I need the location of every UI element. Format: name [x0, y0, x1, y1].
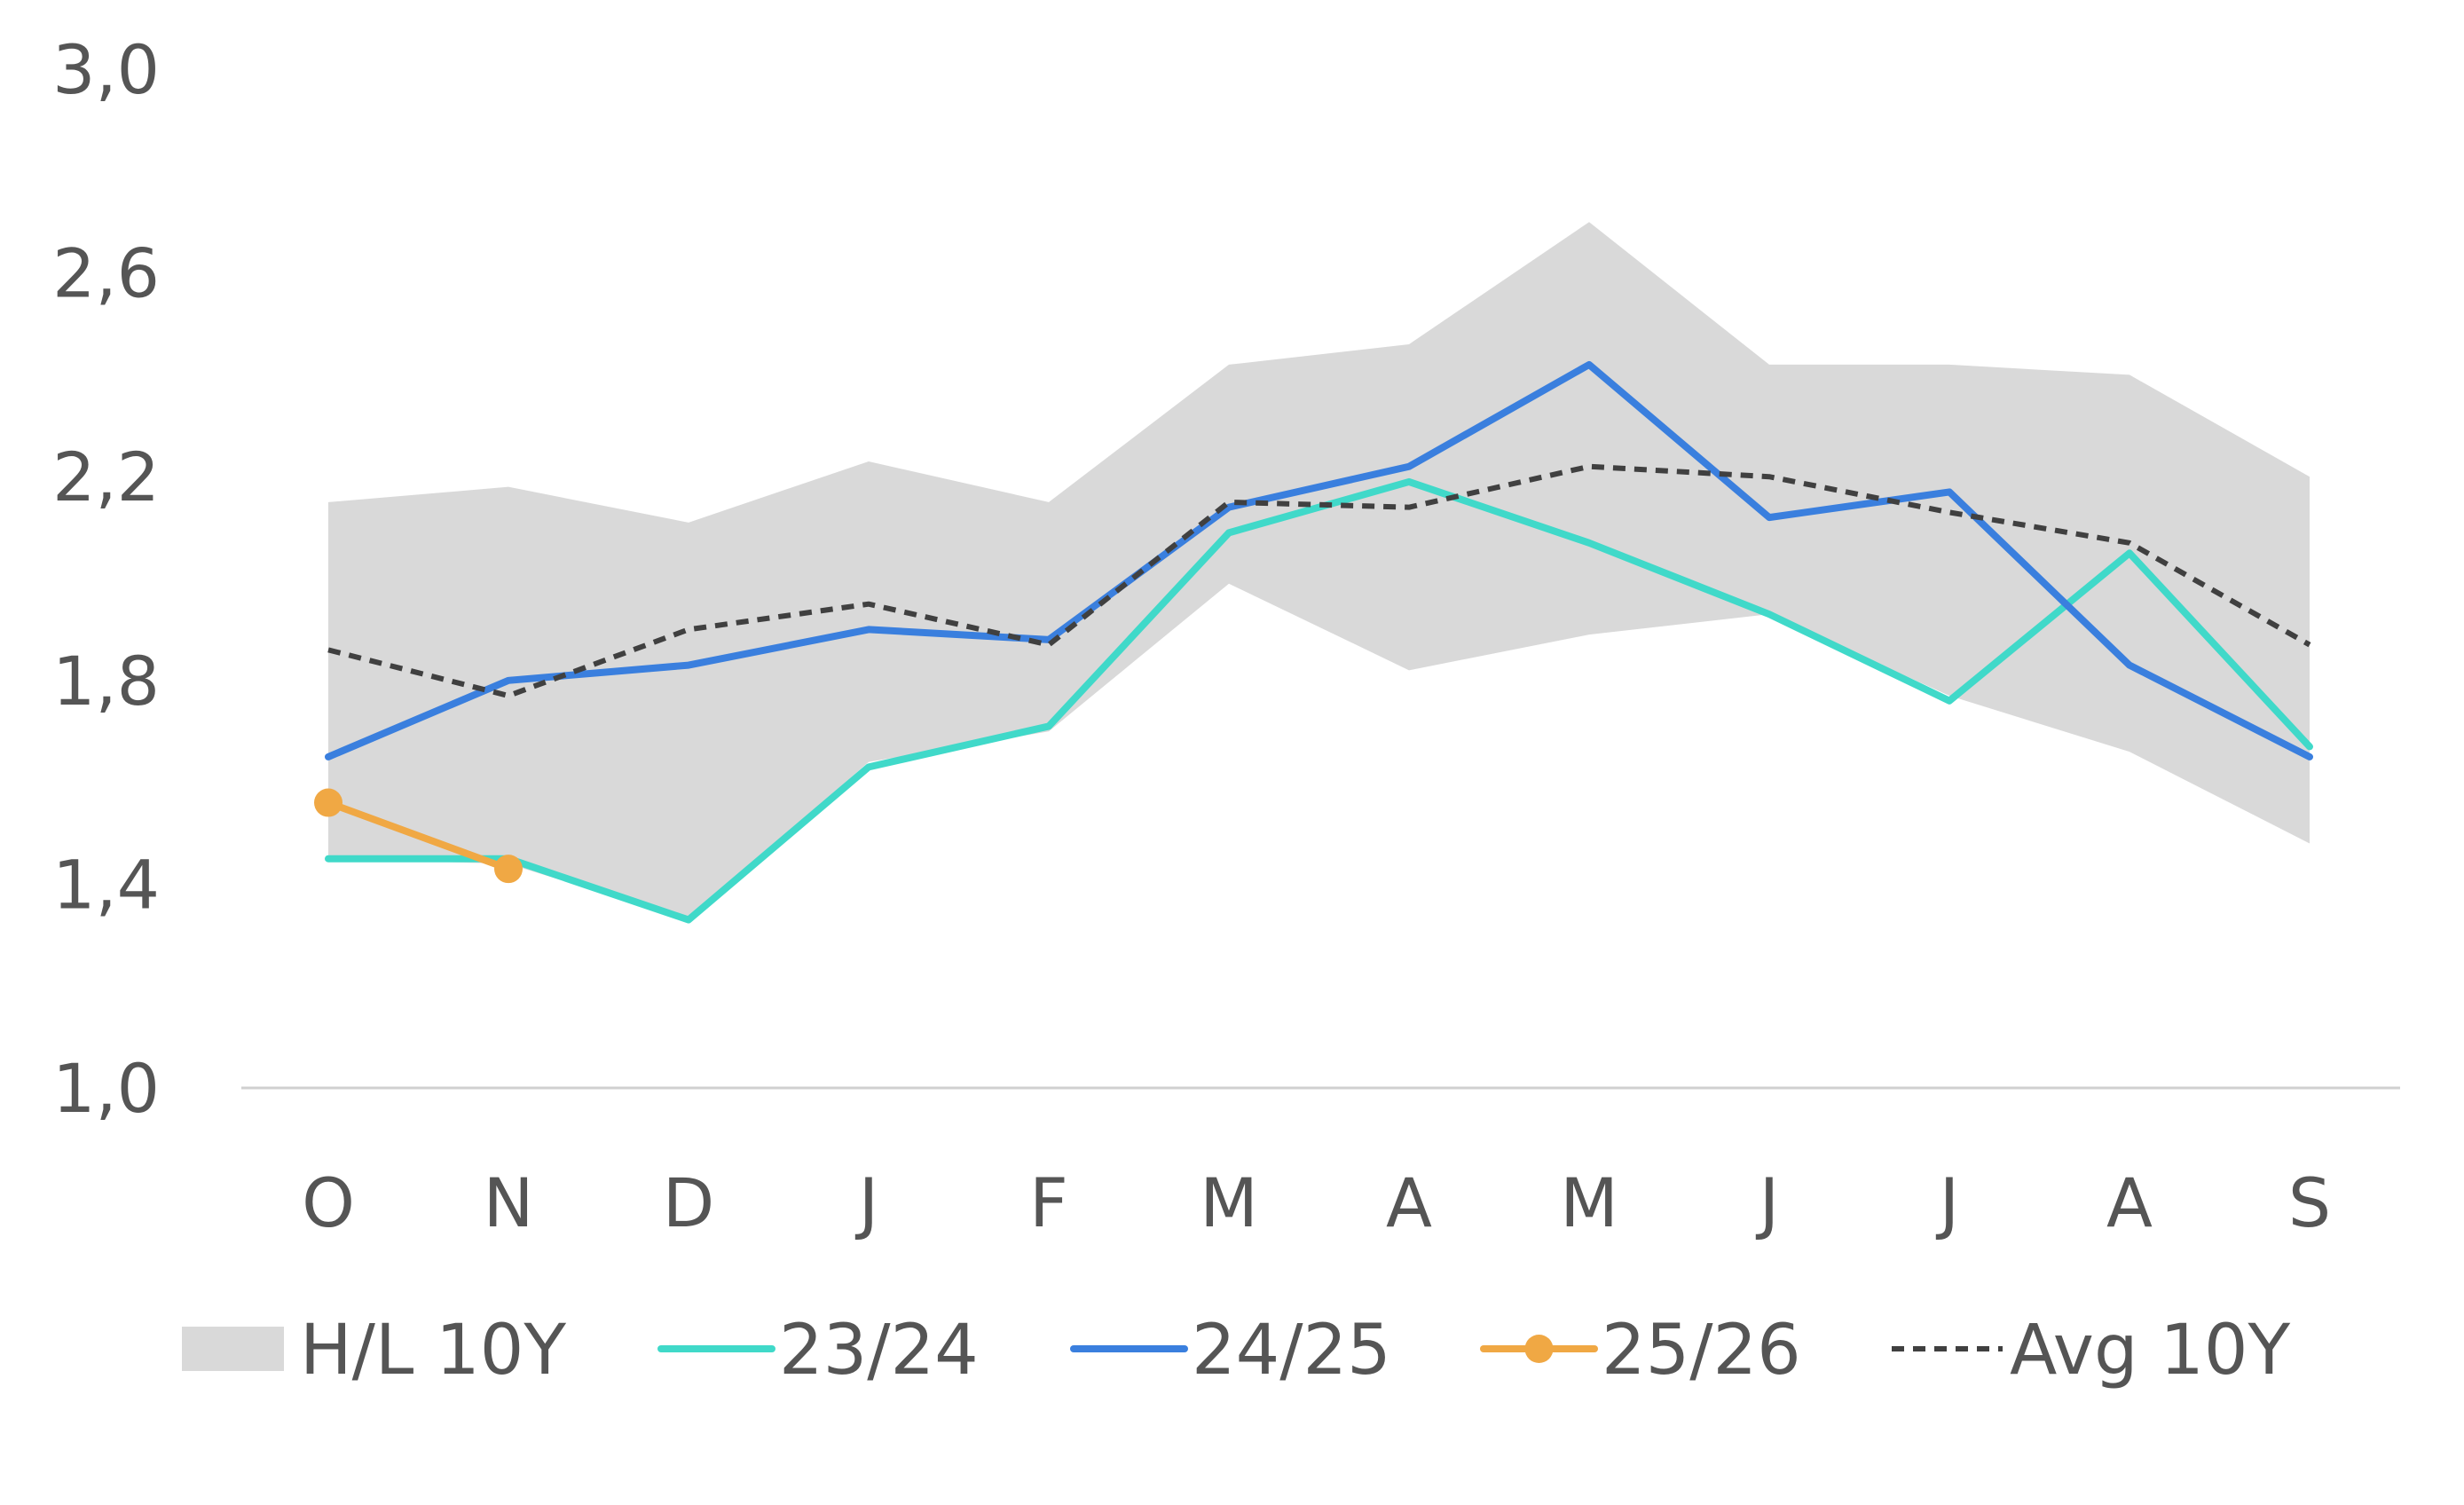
high-low-band-layer [328, 222, 2310, 920]
series-25-26-line [325, 799, 512, 873]
x-tick-label: D [663, 1163, 715, 1242]
x-tick-label: A [1386, 1163, 1432, 1242]
series-25-26-point [494, 855, 523, 884]
legend: H/L 10Y 23/24 24/25 25/26 Avg 10Y [182, 1311, 2291, 1391]
legend-swatch-high-low [182, 1327, 284, 1371]
axis-layer: 1,0 1,4 1,8 2,2 2,6 3,0 O N D J F M A M J J A S [52, 30, 2400, 1242]
legend-avg-10y-label: Avg 10Y [2010, 1311, 2291, 1391]
x-tick-label: O [302, 1163, 355, 1242]
legend-24-25-label: 24/25 [1192, 1311, 1391, 1391]
x-tick-label: S [2288, 1163, 2331, 1242]
y-tick-label: 2,6 [52, 234, 160, 313]
x-tick-label: A [2106, 1163, 2153, 1242]
x-tick-label: J [855, 1163, 878, 1242]
y-tick-label: 2,2 [52, 437, 160, 516]
series-23-24-line [325, 477, 2313, 924]
y-tick-label: 1,8 [52, 642, 160, 721]
x-tick-label: F [1029, 1163, 1068, 1242]
series-layer [314, 360, 2313, 924]
legend-23-24-label: 23/24 [779, 1311, 979, 1391]
y-tick-label: 3,0 [52, 30, 160, 109]
x-tick-label: J [1936, 1163, 1959, 1242]
high-low-band [328, 222, 2310, 920]
legend-25-26-label: 25/26 [1602, 1311, 1801, 1391]
series-avg-10y-line [327, 463, 2311, 699]
x-tick-label: M [1560, 1163, 1618, 1242]
y-tick-label: 1,4 [52, 845, 160, 924]
x-tick-label: M [1200, 1163, 1258, 1242]
series-25-26-point [314, 788, 342, 817]
x-tick-label: J [1756, 1163, 1779, 1242]
legend-25-26-marker [1524, 1335, 1554, 1363]
y-tick-label: 1,0 [52, 1049, 160, 1128]
x-tick-label: N [484, 1163, 534, 1242]
legend-label-high-low: H/L 10Y [300, 1311, 566, 1391]
series-24-25-line [325, 360, 2313, 760]
